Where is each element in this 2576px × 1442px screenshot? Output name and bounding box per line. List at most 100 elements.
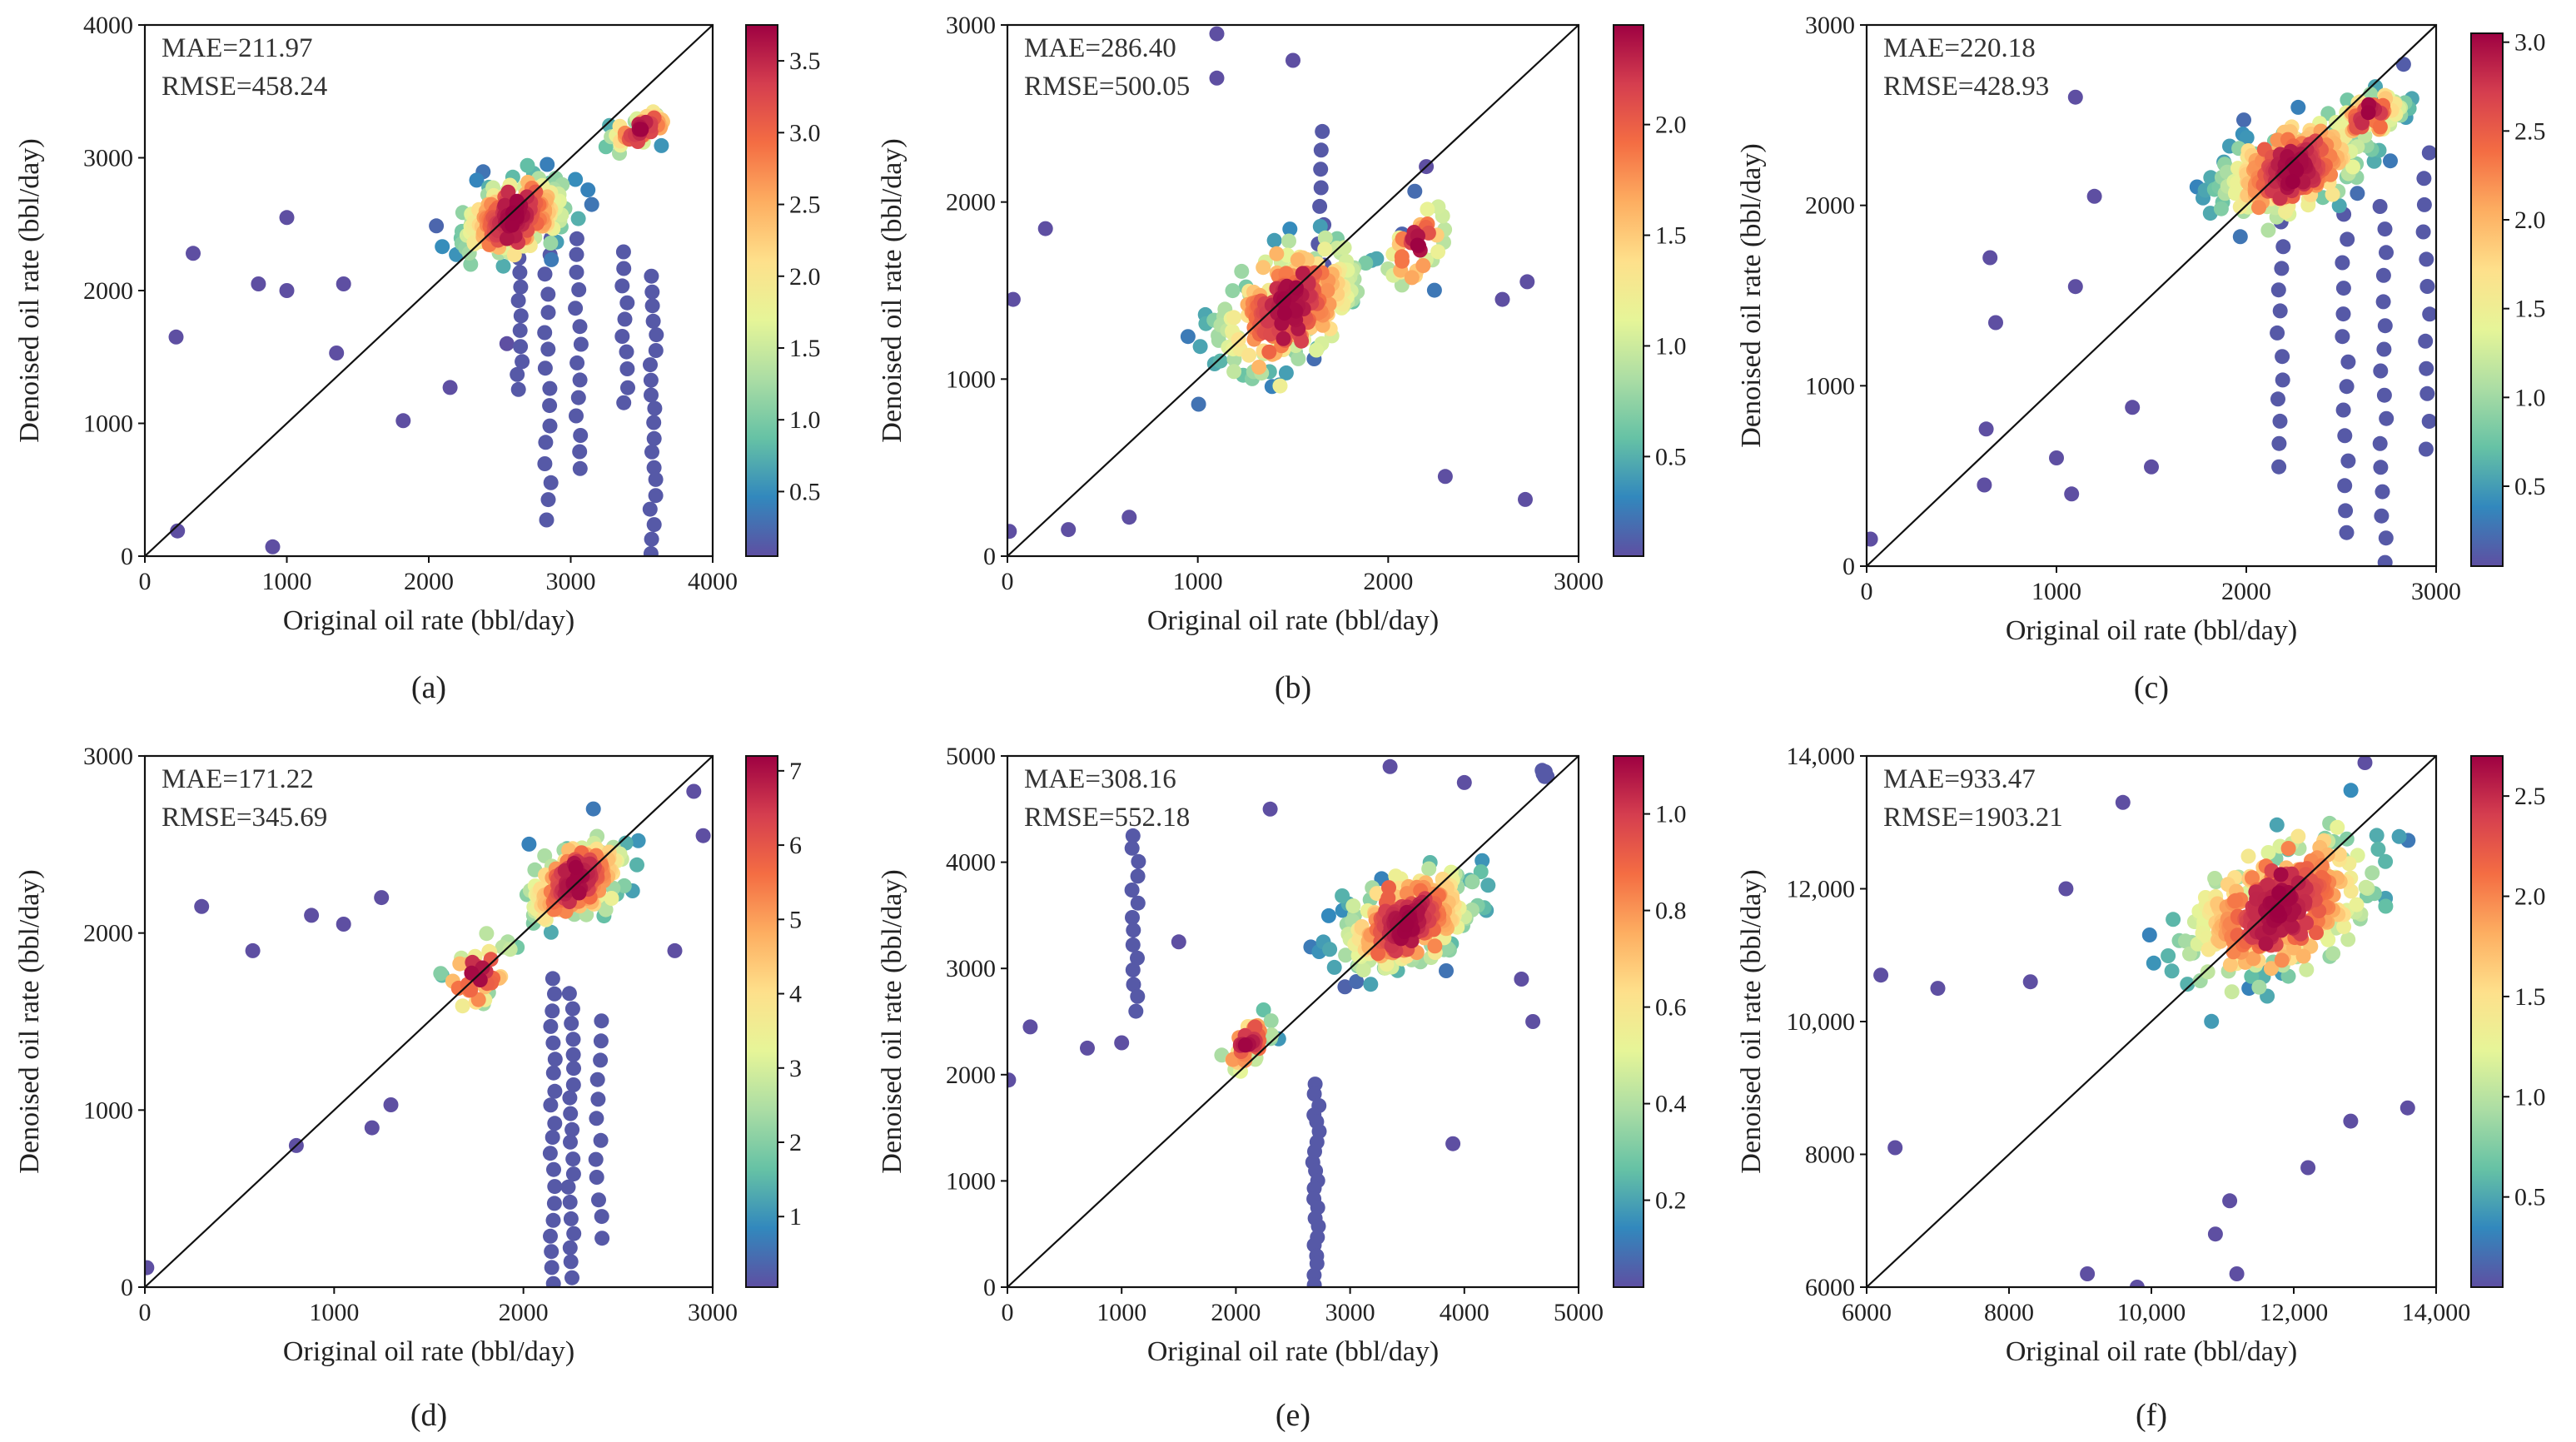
scatter-point bbox=[1337, 979, 1353, 995]
scatter-point bbox=[593, 1033, 609, 1049]
y-tick-label: 1000 bbox=[1805, 372, 1855, 400]
scatter-point bbox=[1407, 183, 1423, 199]
scatter-point bbox=[2274, 261, 2290, 276]
scatter-point bbox=[569, 408, 584, 424]
colorbar-gradient bbox=[745, 755, 778, 1288]
scatter-point bbox=[170, 523, 186, 539]
scatter-point bbox=[644, 531, 659, 547]
scatter-point bbox=[562, 1240, 578, 1256]
scatter-point bbox=[589, 1170, 604, 1185]
x-tick-label: 2000 bbox=[404, 568, 454, 595]
scatter-point bbox=[2177, 933, 2193, 949]
scatter-point bbox=[512, 322, 528, 338]
y-tick-label: 1000 bbox=[946, 1167, 996, 1195]
scatter-point bbox=[251, 276, 266, 291]
scatter-point bbox=[563, 1211, 579, 1226]
scatter-point bbox=[1514, 972, 1529, 987]
scatter-point bbox=[499, 336, 515, 351]
scatter-point bbox=[566, 1061, 581, 1077]
x-tick-label: 1000 bbox=[1097, 1299, 1146, 1326]
scatter-point bbox=[1278, 365, 1294, 380]
scatter-point bbox=[2339, 379, 2355, 395]
scatter-point bbox=[629, 857, 644, 873]
scatter-point bbox=[2022, 974, 2038, 990]
scatter-point bbox=[1037, 221, 1053, 236]
colorbar-gradient bbox=[2470, 755, 2504, 1288]
scatter-point bbox=[2335, 281, 2351, 296]
x-tick-label: 1000 bbox=[2031, 578, 2081, 605]
colorbar-tick-label: 1.5 bbox=[789, 335, 821, 362]
scatter-point bbox=[374, 890, 390, 906]
scatter-point bbox=[620, 380, 635, 395]
y-tick-label: 2000 bbox=[946, 189, 996, 216]
scatter-point bbox=[513, 308, 529, 324]
scatter-point bbox=[2245, 951, 2261, 967]
scatter-point bbox=[2275, 349, 2290, 365]
scatter-point bbox=[2379, 410, 2394, 426]
scatter-point bbox=[2270, 325, 2285, 341]
scatter-point bbox=[589, 1072, 605, 1087]
scatter-point bbox=[2222, 1193, 2238, 1209]
scatter-panel-f: 6000 8000 10,000 12,000 14,000 6000 8000 10,000… bbox=[1736, 743, 2546, 1433]
scatter-points-a bbox=[168, 104, 670, 556]
scatter-point bbox=[2213, 201, 2229, 216]
scatter-point bbox=[429, 218, 445, 234]
scatter-point bbox=[642, 501, 658, 517]
scatter-point bbox=[500, 231, 515, 246]
scatter-point bbox=[1272, 378, 1288, 394]
scatter-point bbox=[2166, 912, 2181, 927]
scatter-point bbox=[573, 428, 589, 443]
scatter-point bbox=[648, 471, 664, 487]
scatter-point bbox=[2335, 329, 2350, 345]
scatter-point bbox=[564, 1016, 579, 1032]
scatter-point bbox=[1310, 1218, 1326, 1234]
scatter-point bbox=[542, 398, 558, 414]
scatter-point bbox=[542, 380, 558, 396]
colorbar-tick-label: 2.0 bbox=[2514, 883, 2546, 911]
x-tick-label: 1000 bbox=[309, 1299, 359, 1326]
panel-label: (d) bbox=[410, 1398, 447, 1433]
scatter-point bbox=[145, 1260, 155, 1275]
rmse-annotation: RMSE=428.93 bbox=[1883, 72, 2049, 102]
colorbar-gradient bbox=[1613, 24, 1644, 557]
colorbar-tick-label: 0.4 bbox=[1655, 1091, 1687, 1118]
x-tick-label: 0 bbox=[139, 568, 152, 595]
scatter-point bbox=[336, 276, 351, 291]
scatter-point bbox=[2144, 459, 2159, 475]
scatter-point bbox=[1276, 331, 1291, 346]
y-tick-label: 4000 bbox=[946, 849, 996, 877]
scatter-point bbox=[2335, 306, 2351, 322]
x-tick-label: 2000 bbox=[1211, 1299, 1261, 1326]
scatter-panel-c: 0 1000 2000 3000 0 1000 2000 3000 Original oil r… bbox=[1736, 12, 2546, 705]
scatter-point bbox=[643, 357, 658, 373]
scatter-point bbox=[1080, 1040, 1095, 1056]
colorbar-tick-label: 1.0 bbox=[789, 406, 821, 434]
scatter-point bbox=[279, 283, 295, 298]
scatter-point bbox=[1286, 52, 1300, 68]
scatter-point bbox=[510, 381, 526, 397]
colorbar-tick-label: 1.0 bbox=[1655, 332, 1687, 360]
scatter-point bbox=[2340, 354, 2356, 370]
scatter-point bbox=[565, 1032, 581, 1047]
scatter-point bbox=[646, 517, 662, 533]
scatter-point bbox=[2419, 360, 2434, 376]
scatter-point bbox=[2377, 318, 2393, 334]
scatter-point bbox=[1312, 198, 1328, 214]
scatter-point bbox=[2340, 932, 2356, 947]
scatter-point bbox=[2269, 817, 2285, 833]
colorbar-tick-label: 2.5 bbox=[2514, 117, 2546, 145]
plot-frame bbox=[1006, 23, 1580, 558]
scatter-point bbox=[2290, 875, 2306, 891]
colorbar-a: 0.5 1.0 1.5 2.0 2.5 3.0 3.5 bbox=[745, 24, 821, 557]
scatter-point bbox=[2271, 459, 2287, 475]
scatter-point bbox=[546, 1161, 561, 1177]
panel-label: (b) bbox=[1275, 670, 1311, 705]
scatter-point bbox=[598, 902, 614, 917]
scatter-point bbox=[2378, 898, 2394, 914]
scatter-point bbox=[646, 415, 662, 430]
y-tick-label: 2000 bbox=[83, 277, 133, 305]
scatter-point bbox=[2161, 948, 2176, 963]
scatter-point bbox=[2383, 153, 2398, 169]
scatter-point bbox=[561, 986, 577, 1002]
scatter-point bbox=[565, 1047, 581, 1062]
